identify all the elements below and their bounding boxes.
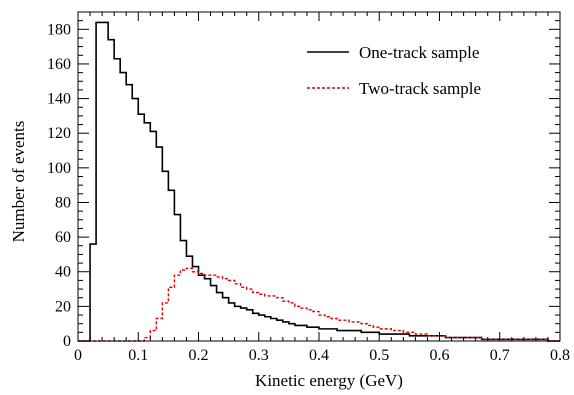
y-tick-label: 80	[55, 194, 71, 211]
y-tick-label: 160	[47, 56, 71, 73]
x-tick-label: 0.3	[249, 347, 269, 364]
y-axis-label: Number of events	[9, 121, 28, 243]
x-tick-label: 0.8	[550, 347, 570, 364]
x-axis-label: Kinetic energy (GeV)	[255, 371, 403, 390]
legend: One-track sample Two-track sample	[307, 43, 481, 98]
series-layer	[78, 21, 560, 342]
tick-layer: 0 0.1 0.2 0.3 0.4 0.5 0.6 0.7 0.8 0 20 40 60 80 100 120…	[47, 12, 570, 364]
y-tick-label: 0	[63, 333, 71, 350]
x-tick-label: 0.5	[369, 347, 389, 364]
x-tick-label: 0	[74, 347, 82, 364]
y-tick-label: 100	[47, 160, 71, 177]
series-2-histogram-line	[78, 267, 560, 342]
y-tick-label: 180	[47, 21, 71, 38]
series-1-histogram-line	[78, 21, 560, 342]
y-tick-label: 20	[55, 298, 71, 315]
legend-label-2: Two-track sample	[359, 79, 481, 98]
plot-frame	[77, 11, 561, 342]
y-tick-label: 140	[47, 91, 71, 108]
x-tick-label: 0.7	[490, 347, 510, 364]
y-tick-label: 40	[55, 264, 71, 281]
legend-label-1: One-track sample	[359, 43, 479, 62]
x-tick-label: 0.4	[309, 347, 329, 364]
x-tick-label: 0.6	[430, 347, 450, 364]
x-tick-label: 0.1	[128, 347, 148, 364]
y-tick-label: 60	[55, 229, 71, 246]
x-tick-label: 0.2	[189, 347, 209, 364]
y-tick-label: 120	[47, 125, 71, 142]
